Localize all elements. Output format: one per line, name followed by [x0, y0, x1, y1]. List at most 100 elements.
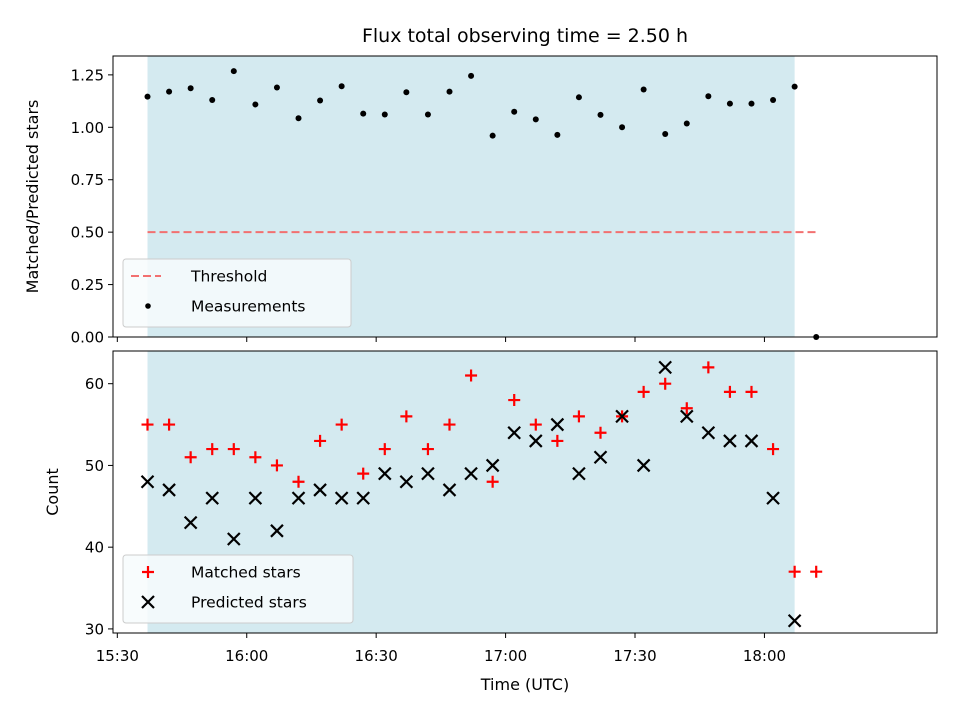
legend-label: Measurements [191, 298, 306, 316]
y-tick-label: 50 [85, 457, 104, 475]
measurement-point [144, 93, 151, 100]
measurement-point [791, 83, 798, 90]
measurement-point [597, 111, 604, 118]
matched-star-point [227, 443, 240, 456]
matched-star-point [443, 418, 456, 431]
measurement-point [273, 84, 280, 91]
predicted-star-point [615, 409, 629, 424]
predicted-star-point [787, 613, 802, 628]
y-tick-label: 0.75 [71, 171, 104, 189]
measurement-point [511, 108, 518, 115]
matched-star-point [184, 451, 197, 464]
measurement-point [381, 111, 388, 118]
x-tick-label: 15:30 [96, 647, 139, 665]
y-tick-label: 1.25 [71, 66, 104, 84]
matched-star-point [551, 434, 564, 447]
legend-measurement-swatch [145, 303, 151, 309]
predicted-star-point [378, 466, 392, 481]
legend-label: Predicted stars [191, 594, 307, 612]
legend-label: Matched stars [191, 564, 301, 582]
matched-star-point [141, 418, 154, 431]
matched-star-point [508, 394, 521, 407]
measurement-point [532, 116, 539, 123]
bottom-y-axis-label: Count [43, 468, 62, 516]
predicted-star-point [766, 491, 780, 505]
predicted-star-point [658, 360, 672, 375]
predicted-star-point [140, 475, 155, 489]
bottom-axes-frame [112, 350, 938, 634]
matched-star-point [400, 410, 413, 423]
x-tick-label: 18:00 [743, 647, 786, 665]
measurement-point [575, 94, 582, 101]
y-tick-label: 0.00 [71, 329, 104, 347]
legend-predicted-swatch [141, 595, 155, 609]
matched-star-point [249, 451, 262, 464]
matched-star-point [206, 443, 219, 456]
measurement-point [187, 85, 194, 92]
predicted-star-point [636, 458, 651, 473]
top-y-axis-label: Matched/Predicted stars [23, 100, 42, 294]
measurement-point [662, 131, 669, 138]
predicted-star-point [356, 491, 370, 505]
matched-star-point [572, 410, 585, 423]
measurement-point [424, 111, 431, 118]
matched-star-point [680, 402, 693, 415]
measurement-point [166, 88, 173, 95]
matched-star-point [659, 377, 672, 390]
measurement-point [252, 101, 259, 108]
matched-star-point [767, 443, 780, 456]
predicted-star-point [744, 434, 759, 448]
measurement-point [403, 89, 410, 96]
measurement-point [360, 110, 367, 117]
predicted-star-point [334, 491, 349, 505]
predicted-star-point [723, 434, 737, 448]
measurement-point [554, 131, 561, 138]
measurement-point [619, 124, 626, 131]
matched-star-point [723, 385, 736, 398]
measurement-point [209, 97, 216, 104]
measurement-point [640, 86, 647, 93]
predicted-star-point [680, 409, 694, 424]
measurement-point [770, 97, 777, 104]
predicted-star-point [227, 532, 241, 546]
y-tick-label: 1.00 [71, 119, 104, 137]
measurement-point [230, 68, 237, 75]
matched-star-point [637, 385, 650, 398]
measurement-point [468, 72, 475, 79]
legend-label: Threshold [190, 268, 267, 286]
matched-star-point [465, 369, 478, 382]
measurement-point [338, 83, 345, 90]
matched-star-point [314, 434, 327, 447]
measurement-points [144, 68, 820, 340]
matched-star-point [594, 426, 607, 439]
x-tick-label: 16:30 [355, 647, 398, 665]
measurement-point [446, 88, 453, 95]
legend-box [122, 258, 352, 328]
count-points [140, 360, 823, 628]
legend-box [122, 554, 354, 624]
matched-star-point [810, 565, 823, 578]
bottom-x-ticks: 15:30 16:00 16:30 17:00 17:30 18:00 [96, 633, 786, 665]
matched-star-point [788, 565, 801, 578]
top-axes-frame [112, 55, 938, 338]
predicted-star-point [291, 491, 306, 505]
predicted-star-point [248, 491, 263, 505]
y-tick-label: 0.50 [71, 224, 104, 242]
measurement-point [705, 93, 712, 100]
measurement-point [683, 120, 690, 127]
predicted-star-point [550, 417, 565, 432]
matched-star-point [335, 418, 348, 431]
bottom-legend: Matched stars Predicted stars [122, 554, 354, 624]
matched-star-point [357, 467, 370, 480]
chart-title: Flux total observing time = 2.50 h [362, 25, 688, 47]
x-tick-label: 16:00 [225, 647, 268, 665]
predicted-star-point [270, 524, 284, 538]
matched-star-point [163, 418, 176, 431]
y-tick-label: 30 [85, 620, 104, 638]
predicted-star-point [442, 483, 457, 497]
top-x-ticks [116, 337, 765, 342]
x-axis-label: Time (UTC) [480, 675, 569, 694]
x-tick-label: 17:00 [484, 647, 527, 665]
predicted-star-point [399, 475, 414, 489]
